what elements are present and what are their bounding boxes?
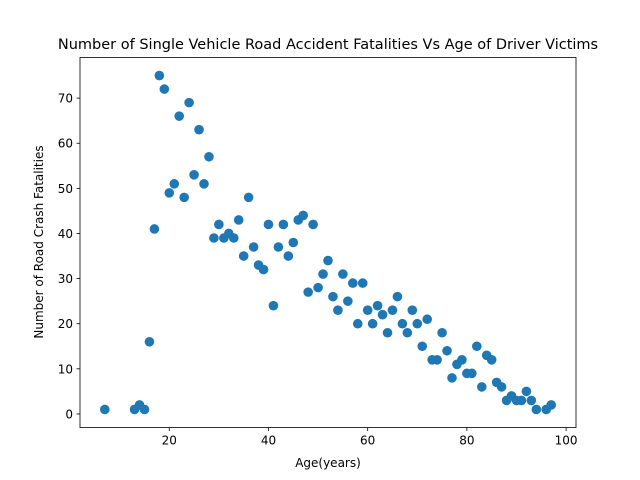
data-point bbox=[457, 355, 467, 365]
data-point bbox=[333, 305, 343, 315]
data-point bbox=[204, 151, 214, 162]
data-point bbox=[476, 382, 487, 392]
data-point bbox=[288, 237, 299, 248]
data-point bbox=[352, 318, 363, 329]
data-point bbox=[486, 355, 497, 365]
data-point bbox=[397, 318, 408, 329]
data-point bbox=[184, 97, 194, 108]
y-tick-label: 60 bbox=[58, 137, 73, 151]
data-point bbox=[159, 84, 170, 94]
data-point bbox=[179, 192, 189, 203]
data-point bbox=[328, 291, 338, 302]
y-tick-label: 70 bbox=[58, 92, 73, 106]
x-axis-label: Age(years) bbox=[295, 456, 361, 470]
data-point bbox=[144, 336, 155, 347]
data-point bbox=[343, 296, 353, 306]
y-tick-label: 10 bbox=[58, 362, 73, 376]
x-tick-label: 40 bbox=[261, 434, 276, 448]
data-point bbox=[422, 314, 433, 325]
data-point bbox=[496, 382, 507, 392]
data-point bbox=[248, 242, 259, 252]
data-point bbox=[174, 111, 184, 121]
data-point bbox=[273, 242, 284, 252]
data-point bbox=[392, 291, 403, 302]
data-point bbox=[139, 404, 150, 415]
data-point bbox=[169, 179, 180, 189]
data-point bbox=[338, 269, 348, 279]
data-point bbox=[308, 219, 318, 230]
y-tick-label: 0 bbox=[65, 407, 73, 421]
x-axis-ticks: 20 40 60 80 100 bbox=[162, 427, 578, 448]
data-point bbox=[313, 282, 323, 293]
data-point bbox=[526, 395, 537, 406]
plot-area-frame bbox=[79, 57, 577, 428]
data-point bbox=[149, 224, 160, 234]
data-point bbox=[467, 368, 477, 379]
y-tick-label: 20 bbox=[58, 317, 73, 331]
y-axis-label: Number of Road Crash Fatalities bbox=[32, 145, 46, 338]
data-points bbox=[100, 70, 556, 415]
y-tick-label: 50 bbox=[58, 182, 73, 196]
data-point bbox=[199, 179, 209, 189]
data-point bbox=[189, 170, 199, 180]
x-tick-label: 80 bbox=[459, 434, 474, 448]
data-point bbox=[298, 210, 309, 221]
x-tick-label: 60 bbox=[360, 434, 375, 448]
data-point bbox=[387, 305, 398, 315]
data-point bbox=[377, 309, 388, 320]
data-point bbox=[546, 400, 556, 410]
data-point bbox=[194, 124, 204, 135]
data-point bbox=[442, 345, 452, 356]
y-tick-label: 30 bbox=[58, 272, 73, 286]
data-point bbox=[238, 251, 249, 261]
data-point bbox=[402, 327, 413, 338]
data-point bbox=[362, 305, 373, 315]
data-point bbox=[283, 251, 294, 261]
y-tick-label: 40 bbox=[58, 227, 73, 241]
data-point bbox=[432, 355, 442, 365]
data-point bbox=[357, 278, 368, 288]
data-point bbox=[154, 70, 165, 81]
data-point bbox=[472, 341, 482, 352]
data-point bbox=[412, 318, 423, 329]
data-point bbox=[318, 269, 328, 279]
data-point bbox=[367, 318, 378, 329]
y-axis-ticks: 0 10 20 30 40 50 60 70 bbox=[58, 92, 80, 421]
data-point bbox=[437, 327, 447, 338]
data-point bbox=[303, 287, 313, 297]
data-point bbox=[278, 219, 289, 230]
data-point bbox=[209, 233, 219, 243]
data-point bbox=[323, 255, 333, 266]
data-point bbox=[407, 305, 418, 315]
data-point bbox=[516, 395, 527, 406]
data-point bbox=[521, 386, 532, 397]
data-point bbox=[268, 300, 279, 311]
data-point bbox=[531, 404, 542, 415]
data-point bbox=[233, 215, 244, 225]
chart-title: Number of Single Vehicle Road Accident F… bbox=[58, 37, 598, 53]
x-tick-label: 100 bbox=[555, 434, 578, 448]
data-point bbox=[243, 192, 254, 203]
data-point bbox=[214, 219, 224, 230]
data-point bbox=[100, 404, 110, 415]
data-point bbox=[348, 278, 358, 288]
x-tick-label: 20 bbox=[162, 434, 177, 448]
data-point bbox=[228, 233, 239, 243]
data-point bbox=[417, 341, 428, 352]
data-point bbox=[258, 264, 269, 275]
data-point bbox=[382, 327, 393, 338]
data-point bbox=[447, 373, 457, 383]
data-point bbox=[372, 300, 383, 311]
data-point bbox=[263, 219, 274, 230]
data-point bbox=[164, 188, 175, 198]
